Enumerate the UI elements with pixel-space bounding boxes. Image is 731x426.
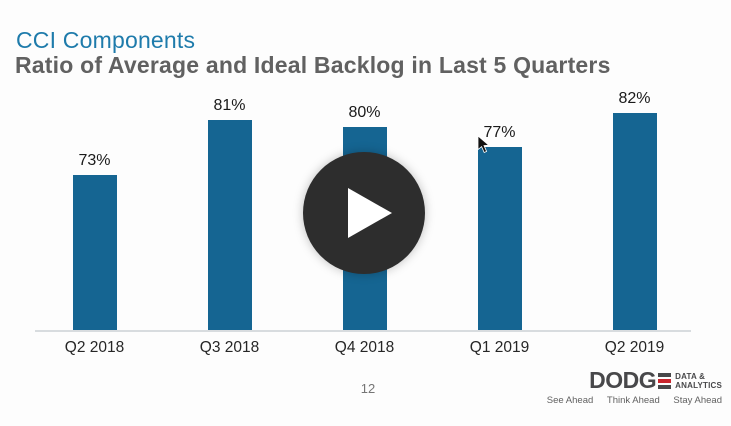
play-icon — [348, 188, 392, 238]
logo-unit-name: DATA & ANALYTICS — [675, 372, 722, 390]
x-axis-tick-label: Q2 2018 — [64, 339, 125, 356]
chart-bar — [207, 120, 252, 331]
x-axis-tick-label: Q4 2018 — [334, 339, 395, 356]
bar-value-label: 80% — [348, 104, 381, 121]
x-axis-tick-label: Q2 2019 — [604, 339, 665, 356]
bar-value-label: 73% — [78, 152, 111, 169]
chart-bar — [477, 147, 522, 331]
bar-value-label: 77% — [483, 124, 516, 141]
chart-bar — [72, 175, 117, 331]
chart-bar — [612, 113, 657, 331]
dodge-logo-wordmark: DODG DATA & ANALYTICS — [547, 367, 722, 393]
logo-e-bar-bottom — [658, 385, 672, 389]
logo-unit-line2: ANALYTICS — [675, 381, 722, 390]
logo-e-bar-top — [658, 373, 672, 377]
tagline-think-ahead: Think Ahead — [606, 395, 660, 406]
bar-value-label: 82% — [618, 90, 651, 107]
x-axis-line — [35, 330, 691, 332]
logo-unit-line1: DATA & — [675, 372, 706, 381]
slide-subtitle: Ratio of Average and Ideal Backlog in La… — [15, 52, 611, 78]
dodge-logo: DODG DATA & ANALYTICS See Ahead Think Ah… — [547, 367, 722, 407]
logo-brand-text: DODG — [589, 367, 657, 393]
logo-e-glyph — [658, 373, 672, 389]
logo-e-bar-middle-red — [658, 379, 672, 383]
tagline-stay-ahead: Stay Ahead — [673, 395, 722, 406]
mouse-cursor — [477, 136, 490, 154]
slide-title: CCI Components — [16, 27, 196, 53]
logo-taglines: See Ahead Think Ahead Stay Ahead — [547, 395, 722, 406]
page-number: 12 — [360, 381, 376, 396]
video-play-button[interactable] — [303, 152, 425, 274]
bar-value-label: 81% — [213, 97, 246, 114]
tagline-see-ahead: See Ahead — [546, 395, 594, 406]
x-axis-tick-label: Q1 2019 — [469, 339, 530, 356]
x-axis-tick-label: Q3 2018 — [199, 339, 260, 356]
